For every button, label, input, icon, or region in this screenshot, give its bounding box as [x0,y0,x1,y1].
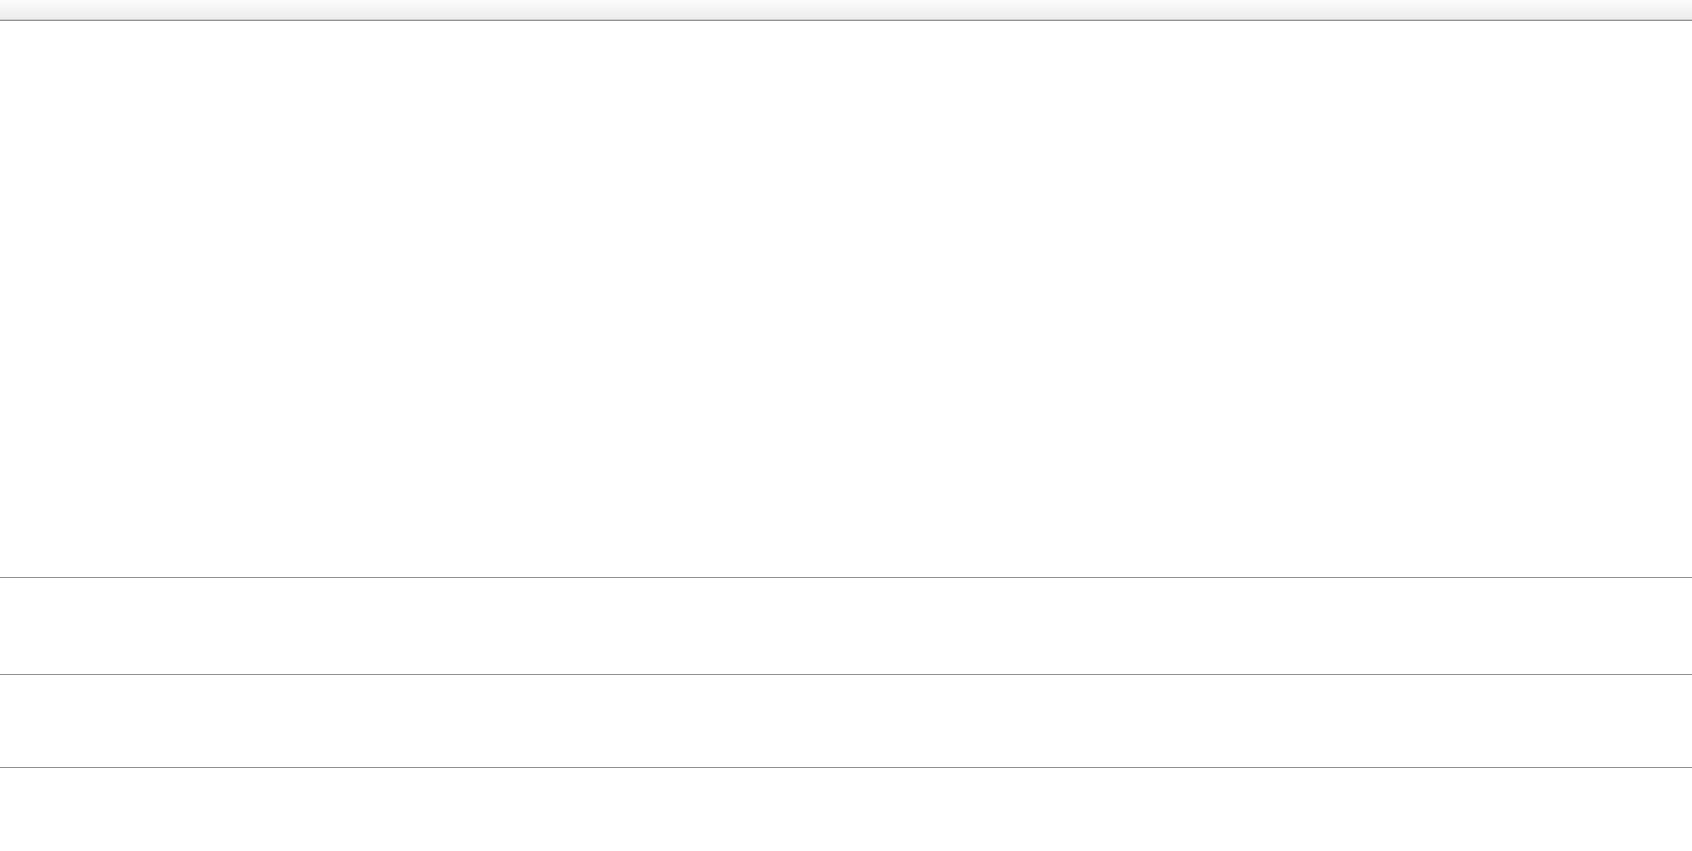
time-axis[interactable] [0,767,1692,789]
macd-panel [0,577,1692,578]
chart-window [0,20,1692,851]
rsi-panel [0,674,1692,675]
macd-indicator-label [8,581,13,592]
rsi-indicator-label [8,678,13,689]
price-chart-panel[interactable] [0,21,1692,577]
main-toolbar [0,0,1692,20]
